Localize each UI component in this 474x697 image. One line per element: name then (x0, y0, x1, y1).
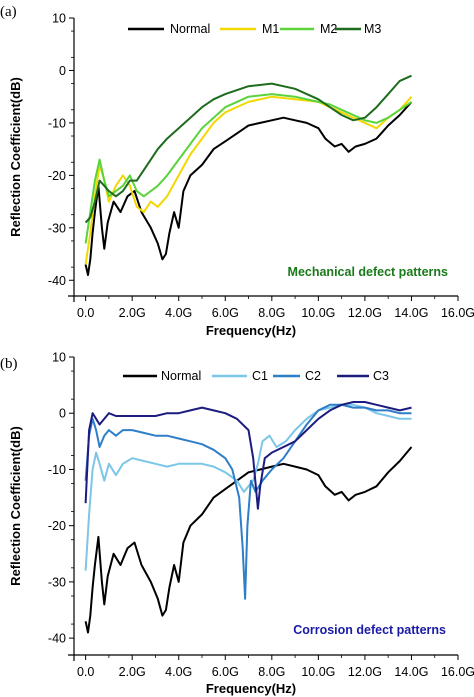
x-tick-label: 6.0G (212, 665, 239, 679)
x-axis-title: Frequency(Hz) (206, 681, 296, 696)
series-line-c3 (84, 401, 412, 510)
y-tick-label: -30 (48, 221, 66, 235)
y-tick-label: -10 (48, 463, 66, 477)
y-tick-label: 10 (52, 12, 66, 26)
y-tick-label: -20 (48, 169, 66, 183)
series-line-m2 (84, 93, 413, 244)
x-tick-label: 12.0G (348, 306, 382, 320)
y-tick-label: -30 (48, 575, 66, 589)
legend-label-m3: M3 (364, 22, 381, 36)
x-tick-label: 16.0G (441, 306, 474, 320)
annotation-text: Corrosion defect patterns (293, 623, 446, 637)
x-tick-label: 2.0G (119, 306, 146, 320)
legend-label-normal: Normal (170, 22, 210, 36)
x-tick-label: 0.0 (77, 306, 94, 320)
x-tick-label: 4.0G (165, 665, 192, 679)
legend-label-c2: C2 (305, 369, 321, 383)
panel-label: (b) (0, 356, 18, 372)
y-tick-label: -40 (48, 632, 66, 646)
x-axis-title: Frequency(Hz) (206, 323, 296, 338)
x-tick-label: 14.0G (394, 306, 428, 320)
series-line-m3 (84, 74, 412, 224)
chart-panel-a: (a) 10 0 -10 -20 -30 -40 0.0 2.0G 4.0G 6.0G 8.0G 10.… (0, 4, 474, 338)
y-tick-label: -40 (48, 274, 66, 288)
x-tick-label: 14.0G (394, 665, 428, 679)
x-tick-label: 10.0G (301, 306, 335, 320)
series-line-m1 (84, 95, 413, 265)
y-axis-title: Reflection Coefficient(dB) (8, 77, 23, 237)
legend-label-m2: M2 (320, 22, 337, 36)
x-tick-label: 8.0G (258, 306, 285, 320)
y-tick-label: -20 (48, 519, 66, 533)
x-tick-label: 12.0G (348, 665, 382, 679)
y-tick-label: 0 (59, 407, 66, 421)
x-tick-label: 0.0 (77, 665, 94, 679)
x-tick-label: 16.0G (441, 665, 474, 679)
x-tick-label: 6.0G (212, 306, 239, 320)
series-line-normal (84, 446, 413, 634)
legend-label-c1: C1 (252, 369, 268, 383)
x-tick-label: 4.0G (165, 306, 192, 320)
y-tick-label: 0 (59, 64, 66, 78)
series-line-c2 (84, 403, 412, 600)
legend-label-c3: C3 (373, 369, 389, 383)
legend-label-m1: M1 (262, 22, 279, 36)
series-line-normal (84, 101, 413, 276)
y-tick-label: -10 (48, 116, 66, 130)
x-tick-label: 10.0G (301, 665, 335, 679)
legend-label-normal: Normal (161, 369, 201, 383)
y-tick-label: 10 (52, 351, 66, 365)
panel-label: (a) (0, 4, 17, 20)
y-axis-title: Reflection Coefficient(dB) (8, 426, 23, 586)
annotation-text: Mechanical defect patterns (288, 265, 449, 279)
chart-panel-b: (b) 10 0 -10 -20 -30 -40 0.0 2.0G 4.0G 6.0G 8.0G 10.… (0, 351, 474, 697)
x-tick-label: 2.0G (119, 665, 146, 679)
x-tick-label: 8.0G (258, 665, 285, 679)
